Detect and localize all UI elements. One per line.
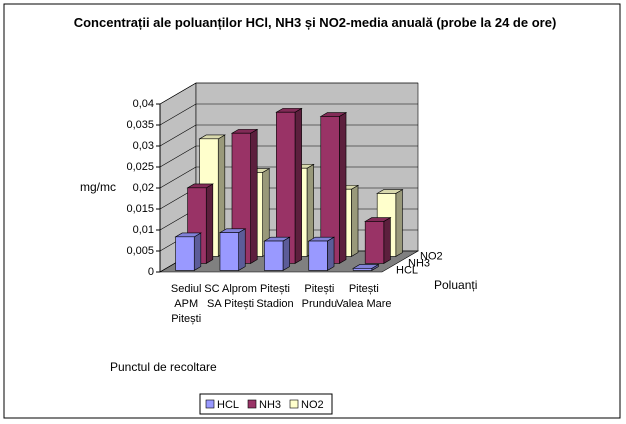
x-tick-label: SC Alprom SA Pitești <box>204 283 257 310</box>
chart-title: Concentrații ale poluanților HCl, NH3 și… <box>73 15 557 30</box>
y-tick-label: 0,015 <box>126 203 154 215</box>
y-tick-label: 0,025 <box>126 161 154 173</box>
bar-side <box>327 236 335 271</box>
bar <box>264 240 284 271</box>
legend-label: NO2 <box>301 399 324 411</box>
y-tick-label: 0,01 <box>133 224 154 236</box>
bar-side <box>395 189 403 257</box>
x-tick-label: Pitești Prundu <box>301 283 338 310</box>
grid-line <box>159 166 197 189</box>
x-axis-title: Punctul de recoltare <box>110 360 217 374</box>
legend-swatch <box>205 399 215 409</box>
y-tick-label: 0,035 <box>126 119 154 131</box>
bar-side <box>238 228 246 271</box>
y-tick-label: 0,005 <box>126 245 154 257</box>
z-tick-label: HCL <box>396 264 418 276</box>
bar <box>364 221 385 264</box>
z-tick-label: NH3 <box>408 257 430 269</box>
bar <box>308 240 328 271</box>
legend-swatch <box>247 399 257 409</box>
bar-side <box>205 183 214 264</box>
bar <box>175 236 195 271</box>
grid-line <box>159 103 197 126</box>
y-tick-label: 0,02 <box>133 182 154 194</box>
z-tick-label: NO2 <box>420 250 443 262</box>
grid-line <box>159 82 197 105</box>
bar-side <box>351 184 359 257</box>
z-axis-title: Poluanți <box>434 278 478 292</box>
bar-side <box>383 217 391 264</box>
bar <box>219 232 239 271</box>
grid-line <box>159 124 197 147</box>
y-tick-label: 0,03 <box>133 140 154 152</box>
legend-box <box>199 393 333 415</box>
bar-side <box>193 232 202 271</box>
bar-side <box>282 236 290 271</box>
x-tick-label: Pitești Valea Mare <box>336 283 392 310</box>
y-tick-label: 0,04 <box>133 98 154 110</box>
bar-side <box>294 107 302 264</box>
bar <box>352 268 373 271</box>
bar-side <box>250 128 258 264</box>
y-axis-title: mg/mc <box>80 180 116 194</box>
x-tick-label: Pitești Stadion <box>256 283 294 310</box>
legend-label: HCL <box>217 399 239 411</box>
grid-line <box>159 145 197 168</box>
y-tick-label: 0 <box>148 266 154 278</box>
legend-label: NH3 <box>259 399 281 411</box>
bar-side <box>339 112 347 264</box>
x-tick-label: Sediul APM Pitești <box>170 283 202 325</box>
legend-swatch <box>289 399 299 409</box>
